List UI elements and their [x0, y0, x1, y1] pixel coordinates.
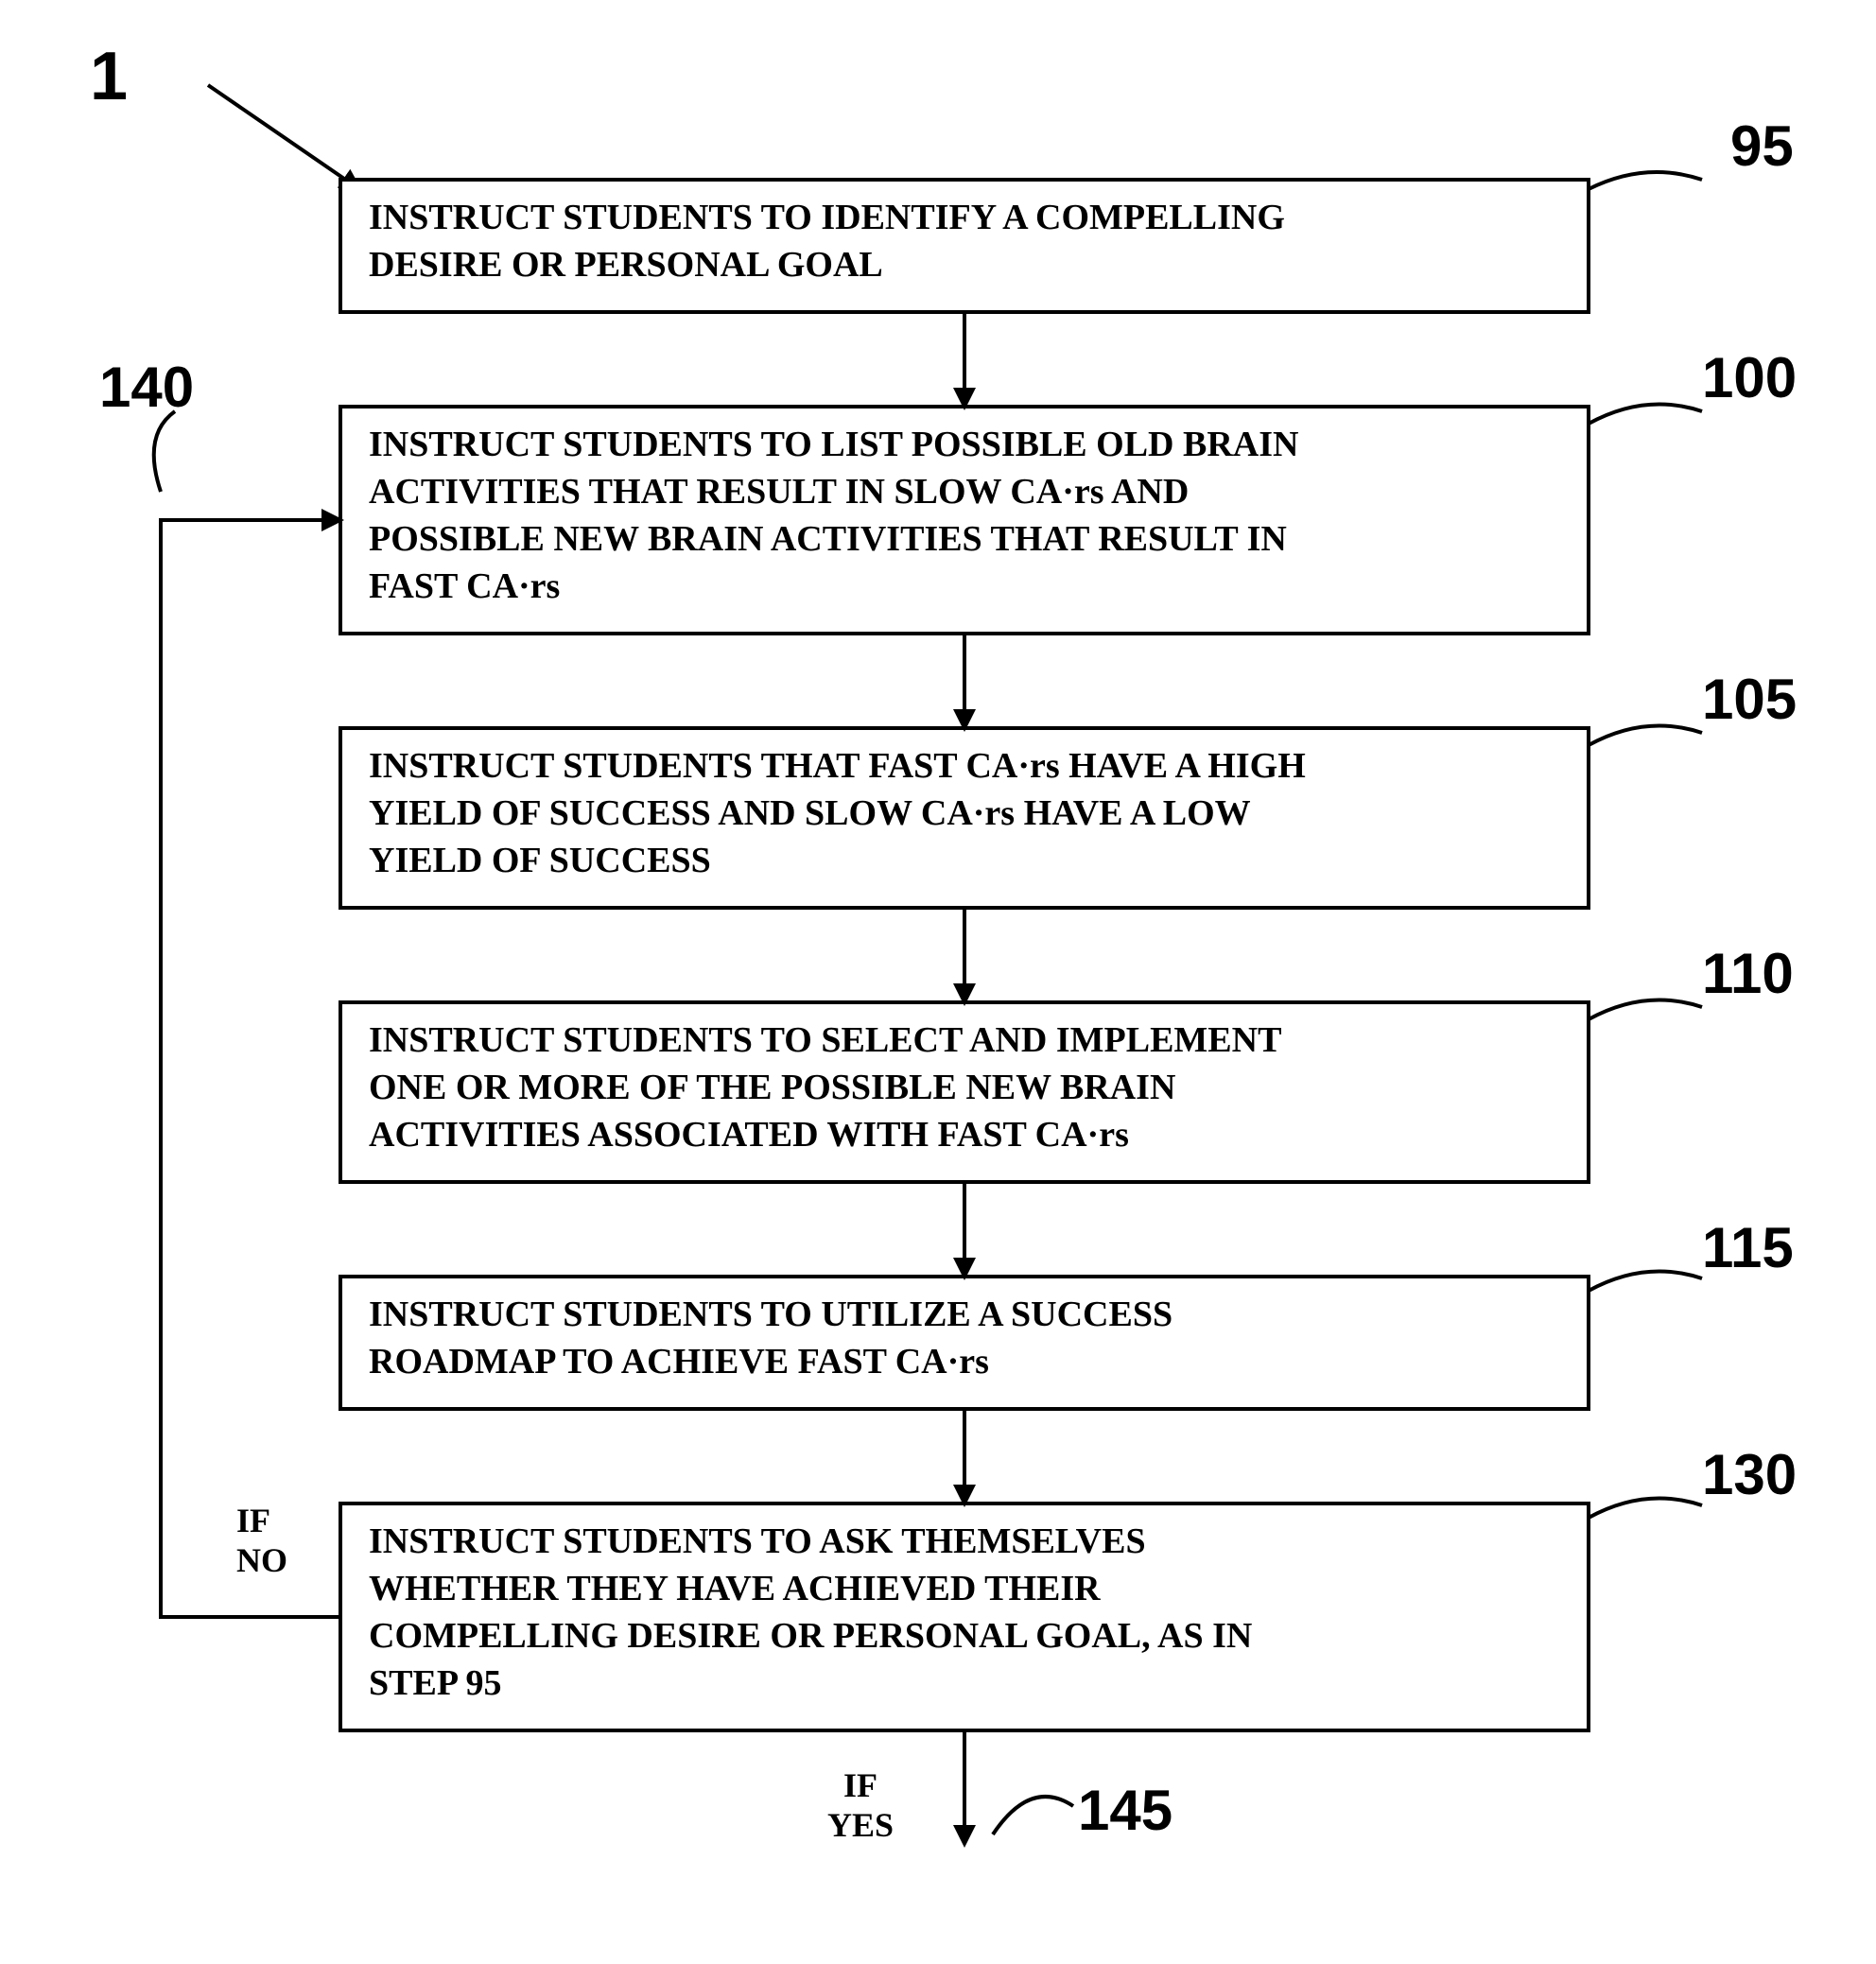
- reference-leader: [993, 1797, 1073, 1834]
- reference-number: 130: [1702, 1443, 1797, 1506]
- flowchart-box-b130: INSTRUCT STUDENTS TO ASK THEMSELVES WHETH…: [340, 1443, 1797, 1730]
- flowchart-box-b105: INSTRUCT STUDENTS THAT FAST CA·rs HAVE A…: [340, 668, 1797, 908]
- flowchart-box-text: POSSIBLE NEW BRAIN ACTIVITIES THAT RESUL…: [369, 519, 1287, 559]
- flowchart-box-b115: INSTRUCT STUDENTS TO UTILIZE A SUCCESS RO…: [340, 1216, 1794, 1409]
- flowchart-box-b95: INSTRUCT STUDENTS TO IDENTIFY A COMPELLI…: [340, 114, 1794, 312]
- flowchart-box-text: INSTRUCT STUDENTS TO ASK THEMSELVES: [369, 1521, 1146, 1561]
- flowchart-box-text: INSTRUCT STUDENTS TO IDENTIFY A COMPELLI…: [369, 198, 1285, 237]
- flowchart-box-text: FAST CA·rs: [369, 566, 560, 606]
- reference-number: 110: [1702, 942, 1794, 1005]
- flowchart-box-text: ACTIVITIES ASSOCIATED WITH FAST CA·rs: [369, 1115, 1129, 1155]
- reference-leader: [1589, 172, 1702, 189]
- reference-number: 145: [1078, 1779, 1172, 1842]
- flowchart-box-text: YIELD OF SUCCESS: [369, 841, 711, 880]
- flowchart-box-b100: INSTRUCT STUDENTS TO LIST POSSIBLE OLD B…: [340, 346, 1797, 634]
- reference-number: 100: [1702, 346, 1797, 409]
- if-yes-label: YES: [827, 1806, 894, 1844]
- flowchart-box-text: ONE OR MORE OF THE POSSIBLE NEW BRAIN: [369, 1068, 1175, 1107]
- if-no-label: NO: [236, 1541, 287, 1579]
- reference-leader: [154, 411, 175, 492]
- flowchart-box-b110: INSTRUCT STUDENTS TO SELECT AND IMPLEMEN…: [340, 942, 1794, 1182]
- reference-leader: [1589, 404, 1702, 424]
- figure-number-arrow: [208, 85, 359, 189]
- flowchart-box-text: INSTRUCT STUDENTS THAT FAST CA·rs HAVE A…: [369, 746, 1306, 786]
- flowchart-box-text: STEP 95: [369, 1663, 501, 1703]
- flowchart-box-text: ACTIVITIES THAT RESULT IN SLOW CA·rs AND: [369, 472, 1189, 512]
- figure-number: 1: [90, 39, 128, 114]
- reference-number: 95: [1730, 114, 1794, 178]
- if-yes-label: IF: [843, 1766, 877, 1804]
- reference-leader: [1589, 1498, 1702, 1518]
- if-no-label: IF: [236, 1502, 270, 1539]
- flowchart-box-text: INSTRUCT STUDENTS TO SELECT AND IMPLEMEN…: [369, 1020, 1281, 1060]
- reference-number: 105: [1702, 668, 1797, 731]
- flowchart-box-text: COMPELLING DESIRE OR PERSONAL GOAL, AS I…: [369, 1616, 1252, 1656]
- flowchart-box-text: ROADMAP TO ACHIEVE FAST CA·rs: [369, 1342, 989, 1382]
- flowchart-canvas: 1 INSTRUCT STUDENTS TO IDENTIFY A COMPELL…: [0, 0, 1876, 1964]
- loop-back-arrow: [161, 520, 340, 1617]
- flowchart-box-text: YIELD OF SUCCESS AND SLOW CA·rs HAVE A L…: [369, 793, 1251, 833]
- reference-number: 115: [1702, 1216, 1794, 1279]
- flowchart-box-text: WHETHER THEY HAVE ACHIEVED THEIR: [369, 1569, 1101, 1608]
- reference-leader: [1589, 725, 1702, 745]
- reference-leader: [1589, 999, 1702, 1019]
- reference-leader: [1589, 1271, 1702, 1291]
- reference-number: 140: [99, 356, 194, 419]
- flowchart-box-text: DESIRE OR PERSONAL GOAL: [369, 245, 883, 285]
- flowchart-box-text: INSTRUCT STUDENTS TO LIST POSSIBLE OLD B…: [369, 425, 1298, 464]
- flowchart-box-text: INSTRUCT STUDENTS TO UTILIZE A SUCCESS: [369, 1295, 1172, 1334]
